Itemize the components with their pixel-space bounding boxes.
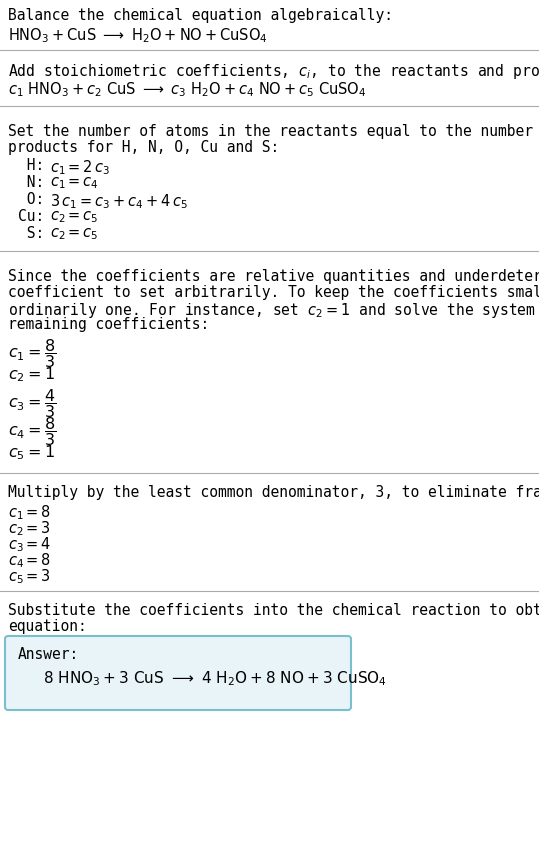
Text: $c_3 = 4$: $c_3 = 4$ — [8, 535, 51, 553]
Text: remaining coefficients:: remaining coefficients: — [8, 317, 209, 332]
Text: $c_1 = c_4$: $c_1 = c_4$ — [50, 175, 99, 190]
Text: coefficient to set arbitrarily. To keep the coefficients small, the arbitrary va: coefficient to set arbitrarily. To keep … — [8, 285, 539, 300]
Text: $c_1 = 2\,c_3$: $c_1 = 2\,c_3$ — [50, 158, 110, 177]
Text: Balance the chemical equation algebraically:: Balance the chemical equation algebraica… — [8, 8, 393, 23]
Text: S:: S: — [18, 226, 44, 241]
Text: $c_1\ \mathrm{HNO_3} + c_2\ \mathrm{CuS}\ \longrightarrow\ c_3\ \mathrm{H_2O} + : $c_1\ \mathrm{HNO_3} + c_2\ \mathrm{CuS}… — [8, 80, 367, 99]
Text: Multiply by the least common denominator, 3, to eliminate fractional coefficient: Multiply by the least common denominator… — [8, 485, 539, 500]
Text: Substitute the coefficients into the chemical reaction to obtain the balanced: Substitute the coefficients into the che… — [8, 603, 539, 618]
Text: $c_4 = \dfrac{8}{3}$: $c_4 = \dfrac{8}{3}$ — [8, 415, 56, 448]
Text: Set the number of atoms in the reactants equal to the number of atoms in the: Set the number of atoms in the reactants… — [8, 124, 539, 139]
Text: ordinarily one. For instance, set $c_2 = 1$ and solve the system of equations fo: ordinarily one. For instance, set $c_2 =… — [8, 301, 539, 320]
Text: $c_2 = 3$: $c_2 = 3$ — [8, 519, 51, 538]
Text: $c_1 = 8$: $c_1 = 8$ — [8, 503, 51, 522]
FancyBboxPatch shape — [5, 636, 351, 710]
Text: $c_5 = 1$: $c_5 = 1$ — [8, 443, 55, 462]
Text: Since the coefficients are relative quantities and underdetermined, choose a: Since the coefficients are relative quan… — [8, 269, 539, 284]
Text: $c_2 = 1$: $c_2 = 1$ — [8, 365, 55, 383]
Text: Add stoichiometric coefficients, $c_i$, to the reactants and products:: Add stoichiometric coefficients, $c_i$, … — [8, 62, 539, 81]
Text: $c_5 = 3$: $c_5 = 3$ — [8, 567, 51, 586]
Text: $c_4 = 8$: $c_4 = 8$ — [8, 551, 51, 570]
Text: Answer:: Answer: — [18, 647, 79, 662]
Text: products for H, N, O, Cu and S:: products for H, N, O, Cu and S: — [8, 140, 279, 155]
Text: equation:: equation: — [8, 619, 87, 634]
Text: $\mathrm{HNO_3} + \mathrm{CuS}\ \longrightarrow\ \mathrm{H_2O} + \mathrm{NO} + \: $\mathrm{HNO_3} + \mathrm{CuS}\ \longrig… — [8, 26, 268, 45]
Text: Cu:: Cu: — [18, 209, 44, 224]
Text: $c_2 = c_5$: $c_2 = c_5$ — [50, 226, 99, 241]
Text: H:: H: — [18, 158, 44, 173]
Text: $c_1 = \dfrac{8}{3}$: $c_1 = \dfrac{8}{3}$ — [8, 337, 56, 370]
Text: $c_2 = c_5$: $c_2 = c_5$ — [50, 209, 99, 224]
Text: $c_3 = \dfrac{4}{3}$: $c_3 = \dfrac{4}{3}$ — [8, 387, 56, 420]
Text: $8\ \mathrm{HNO_3} + 3\ \mathrm{CuS}\ \longrightarrow\ 4\ \mathrm{H_2O} + 8\ \ma: $8\ \mathrm{HNO_3} + 3\ \mathrm{CuS}\ \l… — [43, 669, 387, 688]
Text: O:: O: — [18, 192, 44, 207]
Text: $3\,c_1 = c_3 + c_4 + 4\,c_5$: $3\,c_1 = c_3 + c_4 + 4\,c_5$ — [50, 192, 188, 211]
Text: N:: N: — [18, 175, 44, 190]
